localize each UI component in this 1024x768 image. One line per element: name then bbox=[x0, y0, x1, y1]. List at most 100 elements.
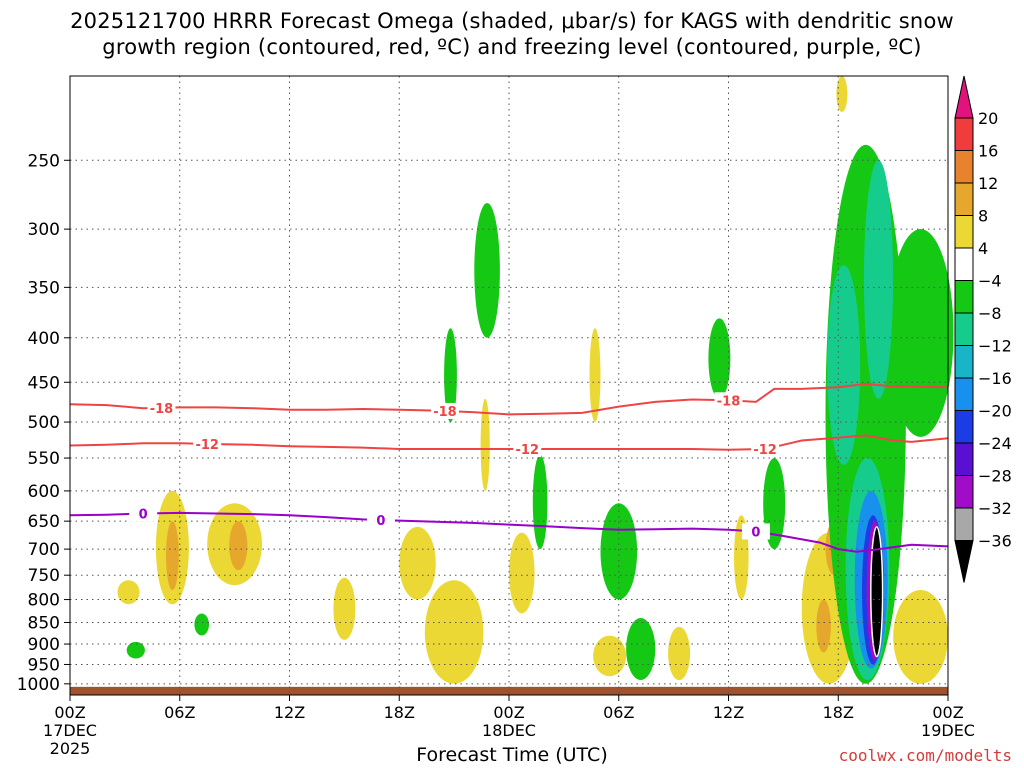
x-tick-label: 18Z bbox=[823, 703, 854, 722]
colorbar-label: 8 bbox=[978, 207, 988, 226]
contour-label-bg bbox=[366, 511, 395, 528]
x-tick-date: 19DEC bbox=[921, 721, 975, 740]
colorbar-label: −16 bbox=[978, 369, 1012, 388]
colorbar-label: −24 bbox=[978, 434, 1012, 453]
colorbar-label: 20 bbox=[978, 109, 998, 128]
colorbar-label: −20 bbox=[978, 402, 1012, 421]
ground-surface bbox=[70, 686, 948, 695]
contour-label-bg bbox=[714, 392, 743, 409]
colorbar-swatch bbox=[954, 215, 974, 249]
y-tick-label: 250 bbox=[28, 151, 60, 171]
contour-label-bg bbox=[751, 441, 780, 458]
y-tick-label: 450 bbox=[28, 373, 60, 393]
gridlines bbox=[70, 76, 948, 695]
omega-region bbox=[887, 229, 954, 437]
y-tick-label: 550 bbox=[28, 449, 60, 469]
y-tick-label: 850 bbox=[28, 613, 60, 633]
pressure-axis: 2503003504004505005506006507007508008509… bbox=[17, 151, 70, 695]
contour-label: -12 bbox=[195, 438, 219, 453]
omega-region bbox=[870, 526, 884, 658]
y-tick-label: 400 bbox=[28, 329, 60, 349]
omega-region bbox=[117, 580, 140, 605]
contour-dgz-minus-18 bbox=[69, 382, 949, 416]
omega-region bbox=[126, 641, 145, 659]
contour-dgz-minus-12 bbox=[69, 434, 949, 451]
colorbar-swatch bbox=[954, 312, 974, 346]
colorbar-swatch bbox=[954, 150, 974, 184]
y-tick-label: 600 bbox=[28, 482, 60, 502]
omega-region bbox=[893, 590, 948, 684]
colorbar-swatch bbox=[954, 377, 974, 411]
x-axis-title: Forecast Time (UTC) bbox=[416, 744, 608, 766]
omega-region bbox=[863, 160, 894, 399]
colorbar-swatch bbox=[954, 410, 974, 444]
colorbar-swatch bbox=[954, 280, 974, 314]
y-tick-label: 750 bbox=[28, 566, 60, 586]
x-tick-label: 06Z bbox=[164, 703, 195, 722]
colorbar-swatch bbox=[954, 475, 974, 509]
colorbar-label: −12 bbox=[978, 337, 1012, 356]
contour-label: 0 bbox=[139, 508, 148, 523]
omega-region bbox=[532, 454, 548, 550]
omega-region bbox=[166, 521, 179, 590]
contour-label: -18 bbox=[433, 405, 457, 420]
omega-colorbar: 20 16 12 8 4 −4 −8 −12 −16 −20 −24 −28 −32 −36 bbox=[954, 75, 1012, 583]
colorbar-label: 12 bbox=[978, 174, 998, 193]
omega-region bbox=[836, 76, 848, 112]
colorbar-label: −4 bbox=[978, 272, 1002, 291]
chart-title-line-2: growth region (contoured, red, ºC) and f… bbox=[102, 35, 922, 59]
y-tick-label: 650 bbox=[28, 512, 60, 532]
colorbar-label: −36 bbox=[978, 532, 1012, 551]
colorbar-swatch bbox=[954, 117, 974, 151]
omega-region bbox=[816, 599, 831, 653]
colorbar-swatch bbox=[954, 507, 974, 541]
x-tick-date: 18DEC bbox=[482, 721, 536, 740]
contour-label: -12 bbox=[753, 443, 777, 458]
contour-label: -18 bbox=[150, 402, 174, 417]
contour-label: -12 bbox=[516, 443, 540, 458]
x-tick-label: 06Z bbox=[603, 703, 634, 722]
site-credit: coolwx.com/modelts bbox=[838, 746, 1012, 765]
omega-region bbox=[194, 613, 209, 636]
y-tick-label: 900 bbox=[28, 635, 60, 655]
y-tick-label: 950 bbox=[28, 655, 60, 675]
y-tick-label: 500 bbox=[28, 413, 60, 433]
omega-region bbox=[827, 265, 861, 465]
contour-freezing-level-0 bbox=[69, 511, 949, 553]
contour-label-bg bbox=[147, 399, 176, 416]
colorbar-label: −8 bbox=[978, 304, 1002, 323]
colorbar-label: 16 bbox=[978, 142, 998, 161]
colorbar-bottom-arrow bbox=[954, 540, 974, 583]
contour-label-bg bbox=[193, 435, 222, 452]
y-tick-label: 350 bbox=[28, 278, 60, 298]
y-tick-label: 800 bbox=[28, 591, 60, 611]
omega-region bbox=[708, 318, 731, 399]
colorbar-label: 4 bbox=[978, 239, 988, 258]
omega-region bbox=[626, 618, 656, 680]
contour-label-bg bbox=[430, 402, 459, 419]
contour-label-bg bbox=[513, 441, 542, 458]
omega-region bbox=[600, 503, 638, 600]
x-tick-label: 12Z bbox=[274, 703, 305, 722]
x-tick-label: 18Z bbox=[384, 703, 415, 722]
y-tick-label: 300 bbox=[28, 220, 60, 240]
x-tick-date: 17DEC bbox=[43, 721, 97, 740]
omega-region bbox=[399, 526, 436, 600]
contour-label: 0 bbox=[751, 525, 760, 540]
x-tick-label: 00Z bbox=[493, 703, 524, 722]
omega-shaded-regions bbox=[117, 76, 954, 684]
omega-region bbox=[444, 328, 457, 422]
y-tick-label: 1000 bbox=[17, 675, 60, 695]
x-tick-label: 00Z bbox=[932, 703, 963, 722]
omega-region bbox=[424, 580, 484, 684]
contour-label-bg bbox=[129, 505, 158, 522]
omega-region bbox=[509, 532, 535, 614]
contour-label: 0 bbox=[376, 514, 385, 529]
omega-region bbox=[474, 203, 500, 338]
omega-region bbox=[589, 328, 601, 422]
omega-region bbox=[668, 626, 691, 681]
colorbar-swatch bbox=[954, 247, 974, 281]
colorbar-swatch bbox=[954, 345, 974, 379]
